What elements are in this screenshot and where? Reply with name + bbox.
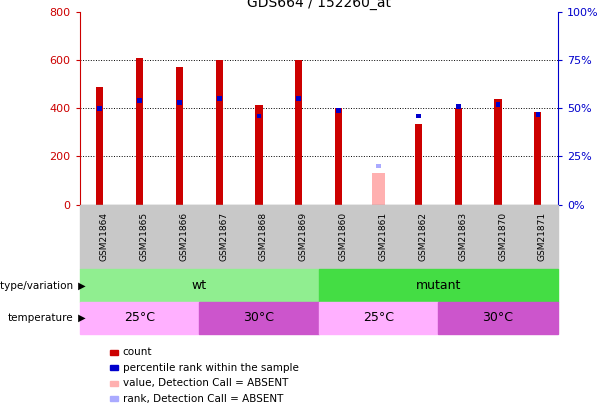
Text: GSM21870: GSM21870 (498, 212, 507, 262)
Text: ▶: ▶ (75, 313, 85, 323)
Text: rank, Detection Call = ABSENT: rank, Detection Call = ABSENT (123, 394, 283, 403)
Bar (96, 87, 103, 205)
Text: GSM21867: GSM21867 (219, 212, 228, 262)
Bar (177, 100, 181, 105)
Bar (416, 114, 421, 118)
Text: temperature: temperature (8, 313, 74, 323)
Text: GSM21864: GSM21864 (99, 213, 109, 261)
Text: 25°C: 25°C (124, 311, 155, 324)
Bar (535, 112, 541, 205)
Text: GSM21860: GSM21860 (338, 212, 348, 262)
Text: 30°C: 30°C (482, 311, 514, 324)
Bar (297, 96, 301, 101)
Bar (257, 114, 261, 118)
Text: GSM21869: GSM21869 (299, 212, 308, 262)
Text: genotype/variation: genotype/variation (0, 281, 74, 290)
Title: GDS664 / 152260_at: GDS664 / 152260_at (247, 0, 390, 10)
Bar (372, 173, 385, 205)
Bar (455, 109, 462, 205)
Text: GSM21866: GSM21866 (179, 212, 188, 262)
Bar (136, 58, 143, 205)
Text: count: count (123, 347, 152, 357)
Bar (97, 106, 102, 111)
Bar (295, 60, 302, 205)
Text: GSM21871: GSM21871 (538, 212, 547, 262)
Bar (456, 104, 460, 109)
Bar (216, 60, 223, 205)
Text: value, Detection Call = ABSENT: value, Detection Call = ABSENT (123, 378, 288, 388)
Text: wt: wt (192, 279, 207, 292)
Text: ▶: ▶ (75, 281, 85, 290)
Text: GSM21868: GSM21868 (259, 212, 268, 262)
Bar (376, 164, 381, 168)
Bar (495, 99, 501, 205)
Bar (256, 105, 262, 205)
Bar (415, 124, 422, 205)
Text: GSM21865: GSM21865 (140, 212, 148, 262)
Text: 25°C: 25°C (363, 311, 394, 324)
Bar (217, 96, 221, 101)
Text: mutant: mutant (416, 279, 461, 292)
Text: GSM21861: GSM21861 (379, 212, 387, 262)
Bar (536, 112, 540, 117)
Text: percentile rank within the sample: percentile rank within the sample (123, 363, 299, 373)
Text: GSM21862: GSM21862 (418, 213, 427, 261)
Text: 30°C: 30°C (243, 311, 275, 324)
Bar (496, 102, 500, 107)
Bar (176, 68, 183, 205)
Bar (337, 108, 341, 113)
Bar (137, 98, 142, 103)
Bar (335, 109, 342, 205)
Text: GSM21863: GSM21863 (459, 212, 467, 262)
